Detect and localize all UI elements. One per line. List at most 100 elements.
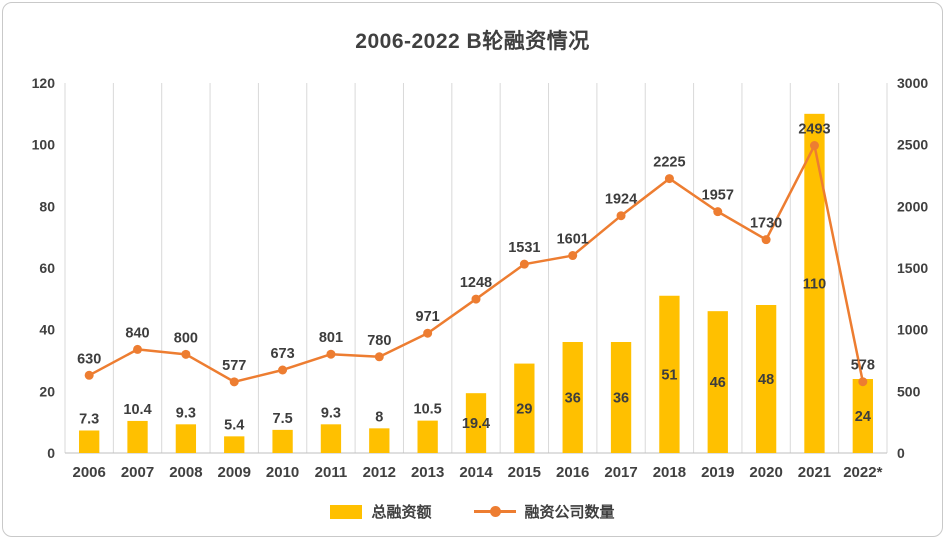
right-axis-tick: 2000 bbox=[897, 198, 928, 214]
line-marker-icon bbox=[326, 349, 336, 359]
x-axis-label: 2010 bbox=[266, 464, 299, 481]
left-axis-tick: 0 bbox=[47, 445, 55, 461]
left-axis-tick: 80 bbox=[39, 198, 55, 214]
x-axis-label: 2017 bbox=[604, 464, 637, 481]
bar bbox=[514, 363, 535, 453]
x-axis-label: 2006 bbox=[72, 464, 105, 481]
combo-chart-plot: 0 20 40 60 80 100 120 0 500 1000 1500 2000 2500 3000 2… bbox=[32, 75, 929, 481]
x-axis-label: 2012 bbox=[363, 464, 396, 481]
bar-value-label: 36 bbox=[565, 391, 581, 407]
line-marker-icon bbox=[181, 349, 191, 359]
bar-value-label: 19.4 bbox=[462, 416, 490, 432]
line-marker-icon bbox=[133, 344, 143, 354]
bar-value-label: 5.4 bbox=[224, 417, 244, 433]
x-axis-label: 2008 bbox=[169, 464, 202, 481]
bar bbox=[804, 113, 825, 454]
line-marker-icon bbox=[568, 251, 578, 261]
bar-value-label: 46 bbox=[710, 375, 726, 391]
line-value-label: 801 bbox=[319, 330, 343, 346]
line-marker-icon bbox=[713, 207, 723, 217]
right-axis-tick: 500 bbox=[897, 383, 921, 399]
line-value-label: 840 bbox=[125, 325, 149, 341]
bar-value-label: 10.5 bbox=[414, 402, 442, 418]
chart-title: 2006-2022 B轮融资情况 bbox=[355, 30, 590, 53]
left-axis-tick: 40 bbox=[39, 322, 55, 338]
line-value-label: 971 bbox=[416, 309, 440, 325]
left-axis-tick: 60 bbox=[39, 260, 55, 276]
line-marker-icon bbox=[858, 377, 868, 387]
line-marker-icon bbox=[471, 294, 481, 304]
bar-value-label: 36 bbox=[613, 391, 629, 407]
bar-value-label: 10.4 bbox=[123, 402, 151, 418]
bar bbox=[707, 311, 728, 453]
x-axis-label: 2020 bbox=[749, 464, 782, 481]
x-axis-label: 2009 bbox=[218, 464, 251, 481]
right-axis-tick: 2500 bbox=[897, 137, 928, 153]
bar bbox=[127, 420, 148, 453]
line-value-label: 673 bbox=[270, 346, 294, 362]
x-axis-label: 2014 bbox=[459, 464, 493, 481]
bar-value-label: 9.3 bbox=[176, 405, 196, 421]
legend-label-total-financing: 总融资额 bbox=[371, 504, 432, 521]
bar bbox=[224, 436, 245, 453]
line-value-label: 1531 bbox=[508, 240, 540, 256]
bar-value-label: 51 bbox=[661, 367, 677, 383]
bar-value-label: 24 bbox=[855, 409, 871, 425]
x-axis-label: 2021 bbox=[798, 464, 831, 481]
legend-item-total-financing: 总融资额 bbox=[330, 501, 432, 522]
line-value-label: 780 bbox=[367, 333, 391, 349]
x-axis-label: 2015 bbox=[508, 464, 541, 481]
line-marker-icon bbox=[616, 211, 626, 221]
line-marker-icon bbox=[229, 377, 239, 387]
line-value-label: 800 bbox=[174, 330, 198, 346]
x-axis-label: 2013 bbox=[411, 464, 444, 481]
bar bbox=[272, 429, 293, 453]
bar bbox=[175, 424, 197, 453]
bar-value-label: 48 bbox=[758, 372, 774, 388]
x-axis-label: 2011 bbox=[315, 464, 348, 481]
line-value-label: 2225 bbox=[653, 155, 685, 171]
bar bbox=[562, 342, 583, 453]
x-axis-label: 2016 bbox=[556, 464, 589, 481]
line-value-label: 630 bbox=[77, 351, 101, 367]
bar-value-label: 7.3 bbox=[79, 411, 99, 427]
bar-value-label: 7.5 bbox=[273, 411, 293, 427]
legend-label-company-count: 融资公司数量 bbox=[524, 504, 615, 521]
line-marker-icon bbox=[374, 352, 384, 362]
bar bbox=[465, 393, 487, 453]
chart-legend: 总融资额 融资公司数量 bbox=[3, 501, 942, 522]
line-marker-icon bbox=[664, 174, 674, 184]
bar-value-label: 110 bbox=[803, 276, 826, 292]
left-axis-tick: 20 bbox=[39, 383, 55, 399]
line-marker-icon bbox=[423, 328, 433, 338]
line-value-label: 2493 bbox=[798, 122, 830, 138]
right-axis-tick: 0 bbox=[897, 445, 905, 461]
legend-item-company-count: 融资公司数量 bbox=[473, 501, 615, 522]
line-marker-icon bbox=[761, 235, 771, 245]
x-axis-label: 2018 bbox=[653, 464, 686, 481]
line-value-label: 578 bbox=[851, 358, 875, 374]
x-axis-label: 2007 bbox=[121, 464, 154, 481]
bar bbox=[79, 430, 100, 453]
left-axis-tick: 100 bbox=[32, 137, 56, 153]
right-axis-tick: 1000 bbox=[897, 322, 928, 338]
line-value-label: 1730 bbox=[750, 216, 782, 232]
line-series bbox=[88, 144, 865, 384]
bar-value-label: 8 bbox=[375, 409, 383, 425]
line-series-swatch-icon bbox=[473, 506, 516, 517]
line-value-label: 1957 bbox=[702, 188, 734, 204]
line-marker-icon bbox=[84, 370, 94, 380]
bar bbox=[369, 428, 390, 453]
line-value-label: 577 bbox=[222, 358, 246, 374]
x-axis-label: 2019 bbox=[701, 464, 734, 481]
line-value-label: 1248 bbox=[460, 275, 492, 291]
bar bbox=[852, 379, 873, 453]
bar bbox=[610, 342, 632, 453]
line-value-label: 1924 bbox=[605, 192, 637, 208]
line-swatch-dot bbox=[489, 506, 501, 517]
bar-value-label: 29 bbox=[516, 401, 532, 417]
right-axis-tick: 3000 bbox=[897, 75, 928, 91]
line-marker-icon bbox=[278, 365, 288, 375]
x-axis-label: 2022* bbox=[843, 464, 882, 481]
